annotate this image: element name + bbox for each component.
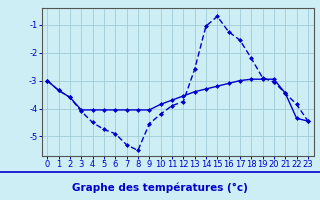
Text: Graphe des températures (°c): Graphe des températures (°c) (72, 182, 248, 193)
